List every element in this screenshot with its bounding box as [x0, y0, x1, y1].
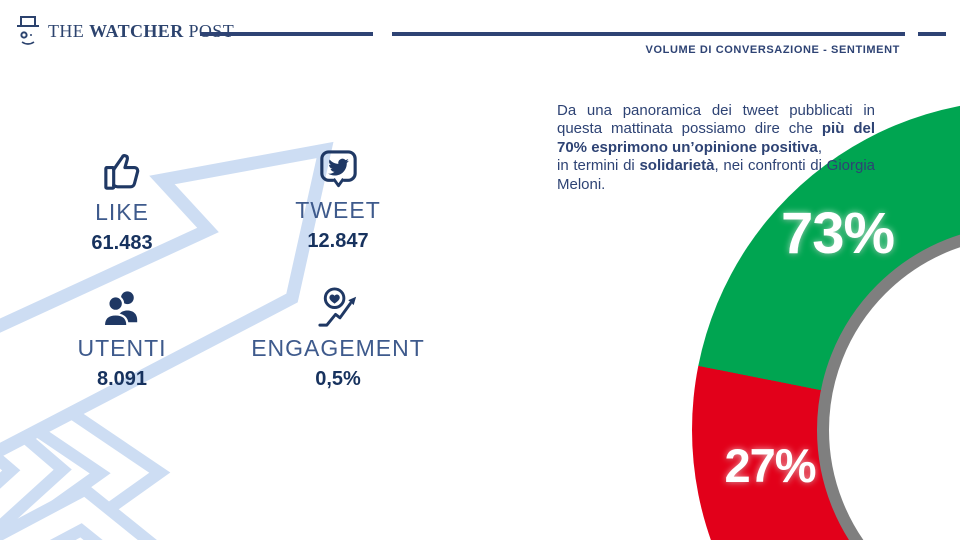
- thumbs-up-icon: [42, 146, 202, 196]
- users-icon: [42, 282, 202, 332]
- metric-value: 61.483: [91, 232, 153, 254]
- header-rule-left: [200, 32, 373, 36]
- header-rule-right: [918, 32, 946, 36]
- metric-tweet: TWEET 12.847: [238, 144, 438, 253]
- tophat-face-icon: [17, 16, 39, 45]
- watcher-post-logo: THE WATCHER POST: [12, 14, 234, 48]
- metric-value: 0,5%: [315, 368, 361, 390]
- metric-label: UTENTI: [77, 335, 167, 361]
- logo-watcher: WATCHER: [89, 20, 184, 41]
- header-rule-center: [392, 32, 905, 36]
- metric-like: LIKE 61.483: [42, 146, 202, 255]
- logo-post: POST: [188, 20, 235, 41]
- negative-slice-label: 27%: [724, 439, 816, 492]
- section-title: VOLUME DI CONVERSAZIONE - SENTIMENT: [645, 44, 900, 56]
- heart-trend-icon: [238, 282, 438, 332]
- tweet-bubble-icon: [238, 144, 438, 194]
- metric-utenti: UTENTI 8.091: [42, 282, 202, 391]
- metric-label: LIKE: [95, 199, 149, 225]
- metric-value: 12.847: [307, 230, 369, 252]
- metric-label: TWEET: [295, 197, 381, 223]
- logo-text: THE WATCHER POST: [48, 21, 234, 42]
- metric-value: 8.091: [96, 368, 148, 390]
- positive-slice-label: 73%: [780, 201, 895, 266]
- commentary-text: Da una panoramica dei tweet pubblicati i…: [557, 102, 876, 193]
- metric-engagement: ENGAGEMENT 0,5%: [238, 282, 438, 391]
- metric-label: ENGAGEMENT: [251, 335, 425, 361]
- logo-the: THE: [48, 20, 85, 41]
